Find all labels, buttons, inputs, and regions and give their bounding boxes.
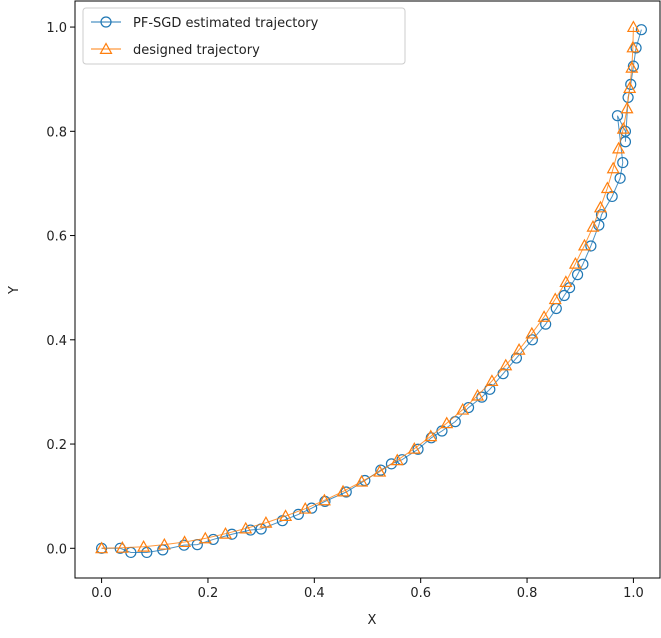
marker-triangle [198, 531, 212, 544]
marker-circle [449, 416, 461, 428]
y-tick-label: 0.8 [46, 125, 67, 140]
marker-triangle [616, 121, 630, 134]
y-tick-label: 0.6 [46, 230, 67, 245]
marker-circle [595, 209, 608, 221]
x-axis-label: X [368, 613, 377, 628]
y-tick-label: 0.2 [46, 438, 67, 453]
x-tick-label: 0.4 [304, 586, 325, 601]
series [95, 20, 640, 554]
marker-triangle [95, 541, 109, 554]
marker-triangle [99, 42, 113, 55]
marker-triangle [157, 537, 171, 550]
marker-triangle [577, 238, 592, 251]
marker-triangle [298, 501, 312, 514]
series-line [101, 29, 642, 553]
marker-triangle [279, 509, 293, 521]
marker-triangle [626, 40, 640, 53]
marker-triangle [568, 256, 582, 269]
marker-triangle [600, 181, 614, 194]
marker-circle [292, 508, 304, 521]
marker-triangle [373, 464, 387, 477]
marker-circle [226, 528, 238, 540]
marker-triangle [239, 521, 253, 534]
plot-frame [74, 0, 661, 579]
x-tick-label: 0.2 [198, 586, 219, 601]
marker-triangle [317, 493, 331, 506]
marker-triangle [548, 292, 562, 305]
x-tick-label: 0.8 [517, 586, 538, 601]
marker-circle [375, 464, 387, 476]
marker-circle [630, 42, 642, 54]
marker-triangle [456, 402, 470, 415]
marker-circle [462, 401, 475, 414]
marker-circle [611, 110, 624, 122]
x-tick-label: 0.0 [91, 586, 112, 601]
marker-circle [385, 458, 398, 470]
marker-triangle [390, 453, 404, 466]
legend-frame [82, 7, 406, 65]
marker-triangle [336, 484, 350, 497]
marker-circle [100, 16, 112, 28]
marker-triangle [606, 161, 620, 174]
marker-triangle [259, 516, 273, 528]
legend-label: designed trajectory [133, 43, 260, 58]
marker-triangle [485, 374, 499, 386]
marker-triangle [471, 388, 485, 401]
legend-label: PF-SGD estimated trajectory [133, 16, 319, 31]
marker-triangle [611, 141, 626, 154]
y-tick-label: 1.0 [46, 21, 67, 36]
series-line [101, 27, 634, 549]
marker-triangle [178, 535, 192, 548]
marker-circle [558, 289, 570, 302]
legend: PF-SGD estimated trajectory designed traj… [82, 7, 406, 65]
marker-circle [627, 60, 640, 72]
series [95, 24, 647, 559]
marker-triangle [620, 101, 634, 114]
marker-circle [476, 391, 488, 403]
marker-triangle [115, 541, 129, 553]
marker-circle [540, 318, 552, 330]
marker-circle [617, 156, 629, 169]
marker-triangle [355, 474, 369, 487]
marker-circle [635, 24, 647, 36]
marker-triangle [424, 429, 438, 442]
marker-circle [571, 269, 584, 281]
marker-circle [585, 240, 597, 252]
marker-triangle [625, 60, 639, 73]
marker-triangle [440, 416, 454, 429]
marker-triangle [407, 441, 421, 454]
marker-circle [484, 383, 496, 395]
marker-triangle [559, 275, 573, 287]
marker-triangle [623, 81, 637, 94]
marker-triangle [218, 526, 233, 539]
y-tick-label: 0.4 [46, 334, 67, 349]
marker-circle [244, 524, 257, 536]
marker-triangle [537, 310, 551, 322]
marker-circle [577, 258, 589, 270]
marker-circle [614, 172, 626, 184]
y-tick-label: 0.0 [46, 542, 67, 557]
marker-triangle [512, 342, 526, 355]
marker-triangle [593, 200, 607, 213]
marker-triangle [525, 326, 539, 339]
marker-triangle [586, 219, 600, 232]
x-tick-label: 0.6 [410, 586, 431, 601]
x-tick-label: 1.0 [623, 586, 644, 601]
marker-triangle [137, 539, 151, 552]
y-axis-label: Y [7, 286, 22, 295]
marker-triangle [499, 358, 513, 371]
marker-triangle [626, 20, 640, 33]
